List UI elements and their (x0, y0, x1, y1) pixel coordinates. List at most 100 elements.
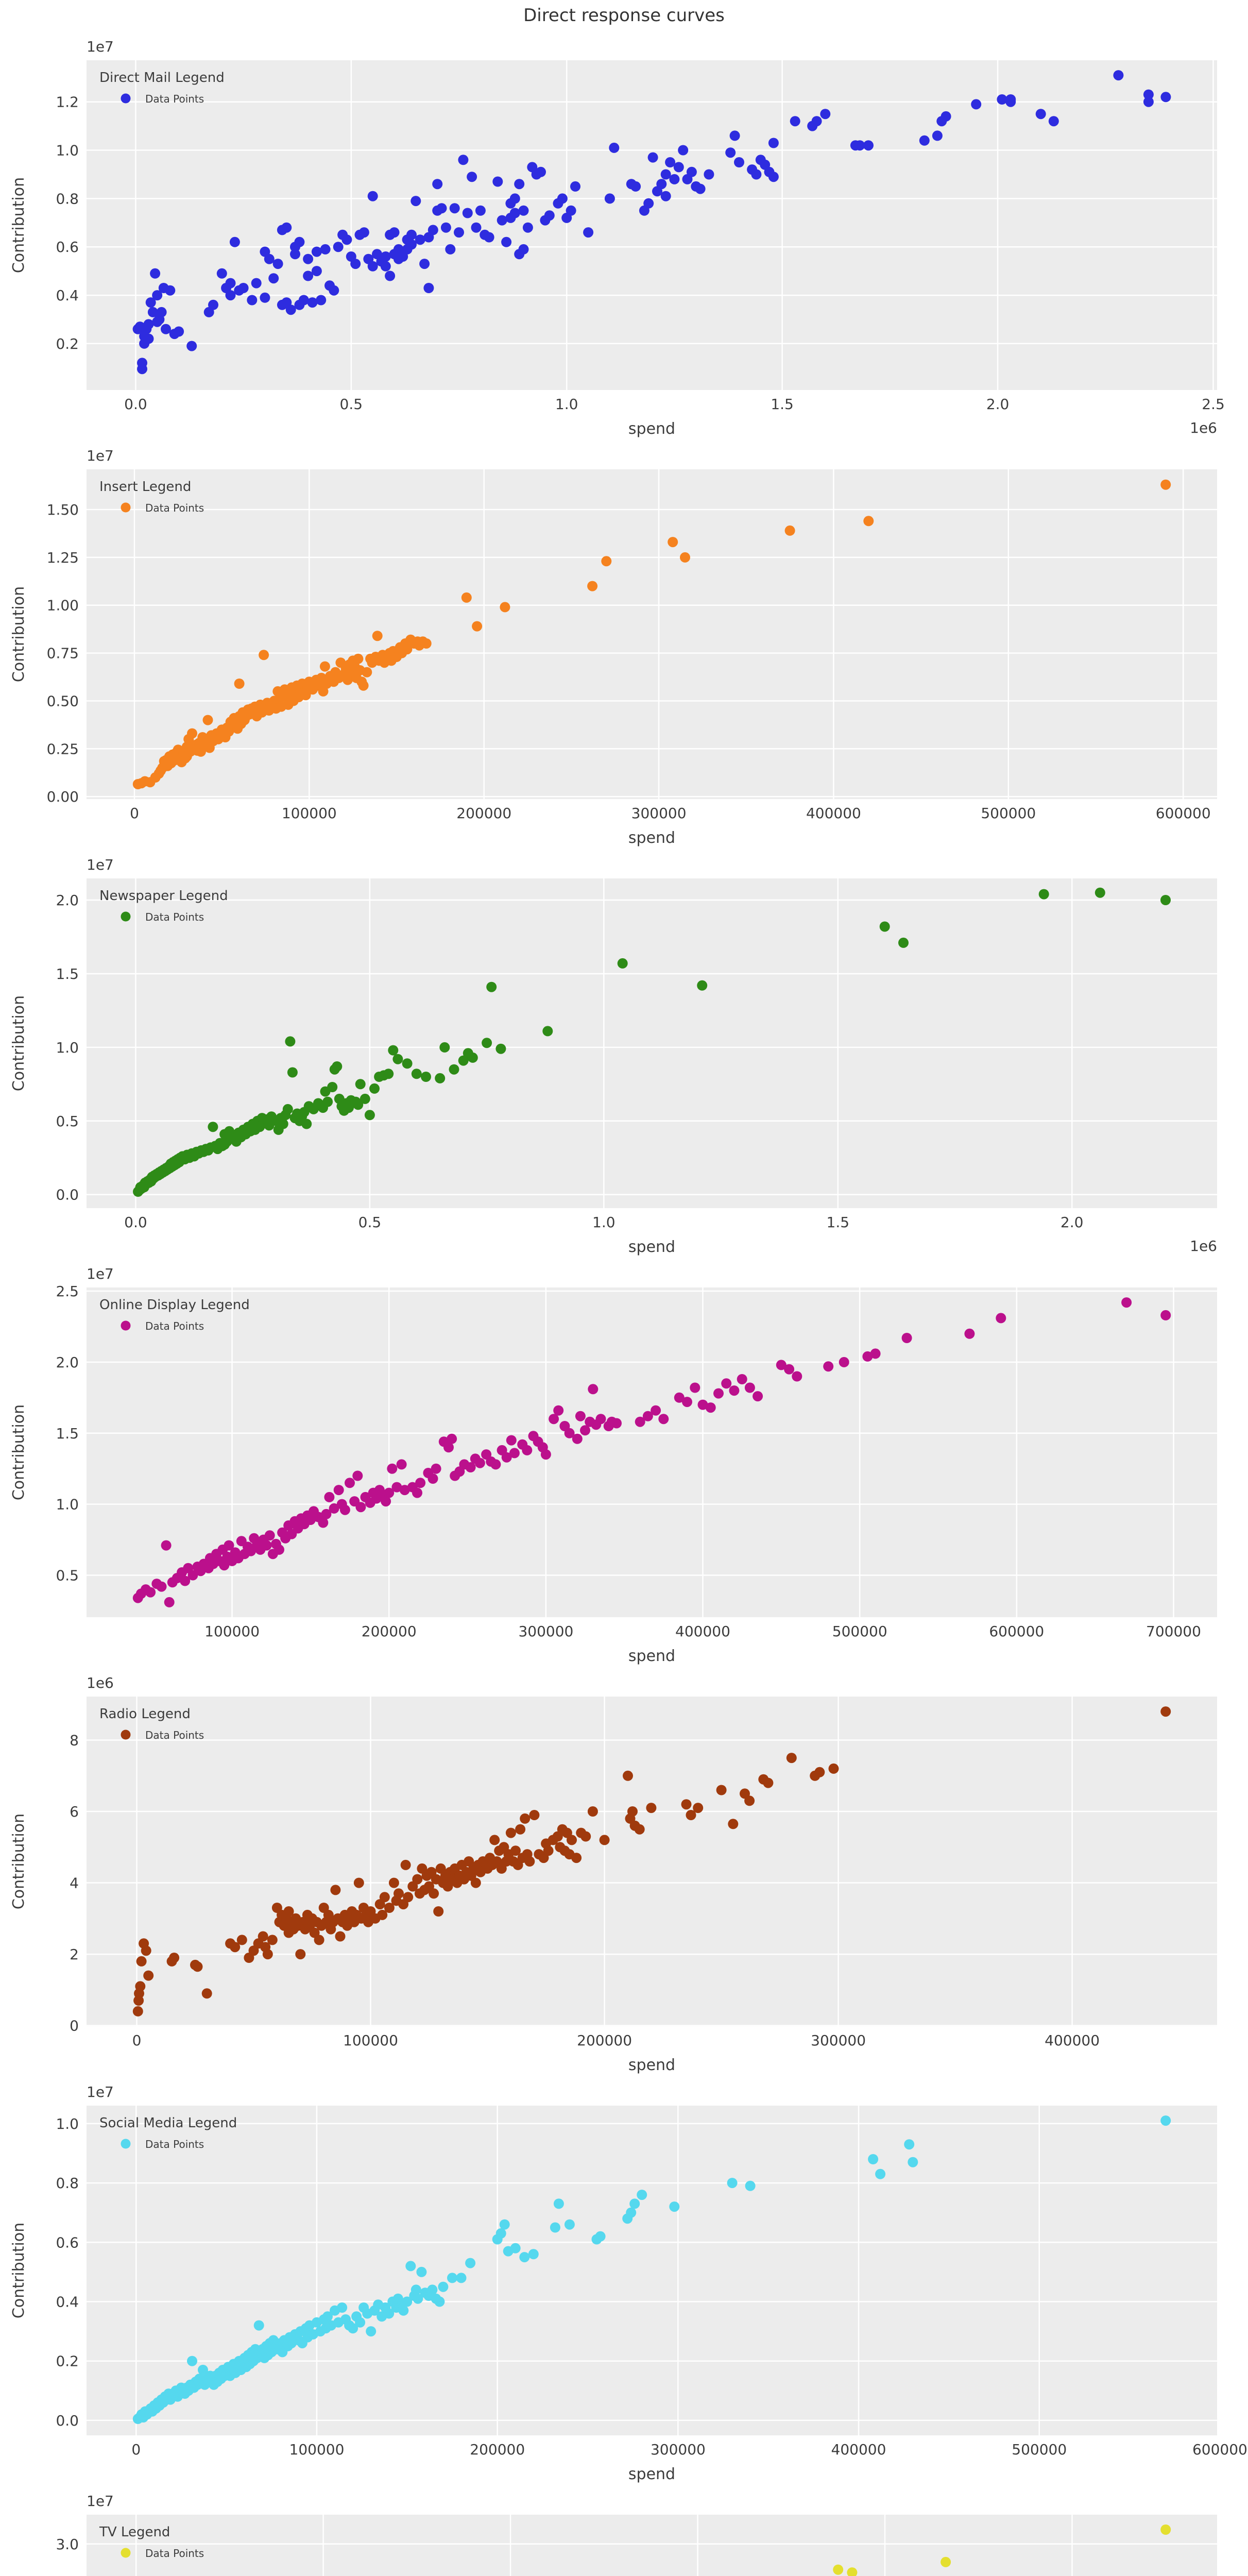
scatter-point (449, 203, 460, 214)
scatter-point (399, 1485, 410, 1496)
scatter-point (327, 1082, 338, 1092)
scatter-point (499, 2219, 510, 2230)
scatter-point (575, 1411, 586, 1421)
legend-marker (121, 2548, 131, 2558)
scatter-point (1121, 1297, 1132, 1308)
x-axis-ticks: 0 100000 200000 300000 400000 500000 600000 (130, 805, 1211, 822)
scatter-point (651, 1405, 661, 1416)
scatter-point (145, 1587, 156, 1598)
scatter-point (509, 193, 520, 204)
scatter-point (290, 249, 300, 260)
scatter-point (329, 285, 339, 296)
y-tick-label: 1.0 (56, 1039, 79, 1056)
scatter-point (412, 1874, 423, 1885)
scatter-point (1160, 92, 1171, 103)
scatter-point (236, 1935, 247, 1945)
x-tick-label: 300000 (811, 2032, 866, 2049)
scatter-point (919, 135, 930, 146)
scatter-point (438, 2281, 449, 2292)
scatter-point (132, 2006, 143, 2016)
scatter-point (587, 581, 598, 591)
scatter-point (721, 1378, 732, 1389)
scatter-point (385, 270, 396, 281)
y-tick-label: 2.0 (56, 1354, 79, 1371)
plot-area (87, 878, 1217, 1208)
scatter-point (369, 1083, 380, 1094)
plot-area (87, 1697, 1217, 2026)
scatter-point (339, 1504, 350, 1515)
scatter-point (863, 140, 874, 151)
scatter-point (260, 292, 270, 303)
scatter-point (898, 937, 909, 948)
y-tick-label: 2.0 (56, 892, 79, 909)
scatter-point (751, 169, 762, 180)
y-tick-label: 3.0 (56, 2536, 79, 2553)
scatter-point (467, 1052, 478, 1063)
scatter-point (282, 1104, 293, 1114)
y-tick-label: 0.2 (56, 2353, 79, 2370)
scatter-point (520, 1813, 531, 1824)
scatter-point (669, 2201, 680, 2212)
scatter-point (187, 728, 197, 739)
scatter-point (406, 229, 417, 240)
scatter-point (187, 2355, 197, 2366)
scatter-point (768, 172, 779, 182)
scatter-point (768, 138, 779, 148)
y-tick-label: 1.0 (56, 1496, 79, 1513)
scatter-point (367, 191, 378, 201)
scatter-point (246, 1546, 257, 1556)
scatter-point (690, 1382, 700, 1393)
legend: Newspaper Legend Data Points (99, 888, 228, 923)
x-tick-label: 1.0 (592, 1214, 616, 1231)
scatter-point (353, 1877, 364, 1888)
scatter-point (1035, 109, 1046, 120)
scatter-point (495, 1043, 506, 1054)
scatter-point (682, 1397, 692, 1408)
y-axis-label: Contribution (10, 1814, 28, 1909)
scatter-point (484, 232, 494, 243)
x-tick-label: 300000 (631, 805, 687, 822)
scatter-point (506, 1435, 517, 1446)
scatter-point (713, 1388, 724, 1399)
x-axis-label: spend (628, 2056, 675, 2074)
scatter-point (341, 234, 352, 245)
scatter-point (475, 205, 486, 216)
scatter-point (668, 537, 678, 548)
scatter-point (646, 1803, 657, 1814)
scatter-point (1160, 479, 1171, 490)
scatter-point (294, 236, 305, 247)
scatter-point (725, 147, 736, 158)
scatter-point (432, 179, 443, 190)
scatter-point (571, 1853, 582, 1863)
y-axis-label: Contribution (10, 586, 28, 682)
scatter-point (564, 2219, 575, 2230)
y-tick-label: 0.4 (56, 287, 79, 304)
scatter-point (353, 653, 364, 664)
scatter-point (611, 1418, 622, 1429)
scatter-point (599, 1835, 610, 1845)
scatter-point (447, 1433, 457, 1444)
scatter-point (150, 268, 161, 279)
scatter-point (1160, 1310, 1171, 1320)
gridlines (87, 878, 1217, 1208)
x-tick-label: 100000 (289, 2441, 345, 2458)
scatter-points (132, 70, 1171, 375)
scatter-point (384, 2308, 395, 2319)
scatter-points (132, 1706, 1171, 2016)
scatter-point (509, 1448, 520, 1459)
x-tick-label: 100000 (204, 1623, 260, 1640)
scatter-point (658, 1414, 669, 1425)
scatter-point (543, 1845, 554, 1856)
scatter-point (489, 1835, 500, 1845)
plot-area (87, 469, 1217, 799)
scatter-point (744, 1795, 755, 1806)
scatter-point (467, 172, 477, 182)
y-tick-label: 0.50 (47, 692, 79, 709)
scatter-point (264, 253, 275, 264)
y-axis-label: Contribution (10, 995, 28, 1091)
scatter-point (833, 2564, 844, 2575)
scatter-point (388, 1045, 399, 1056)
x-tick-label: 0.5 (358, 1214, 382, 1231)
x-tick-label: 0.0 (124, 1214, 147, 1231)
scatter-point (169, 1953, 180, 1963)
